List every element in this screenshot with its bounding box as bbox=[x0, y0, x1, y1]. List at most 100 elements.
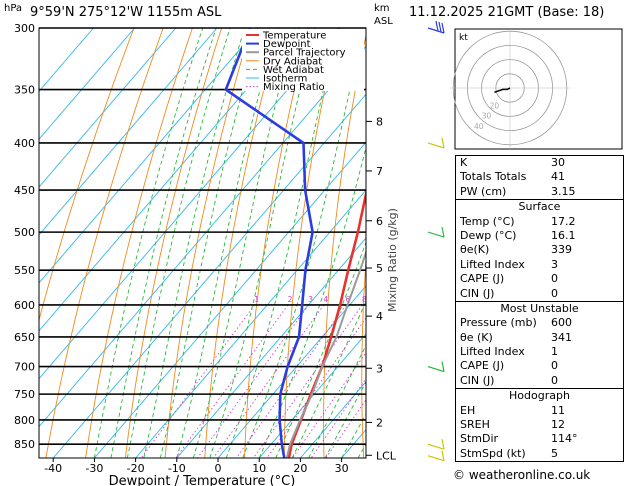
hodograph-heading: Hodograph bbox=[509, 389, 570, 403]
surface-label: Temp (°C) bbox=[460, 214, 515, 228]
indices-table: K 30 Totals Totals 41 PW (cm) 3.15 Surface Te… bbox=[455, 155, 624, 463]
legend-label: Wet Adiabat bbox=[263, 65, 324, 76]
mixing-ratio-label: 1 bbox=[254, 295, 259, 304]
mixing-ratio-label: 6 bbox=[346, 295, 351, 304]
height-tick-label: 2 bbox=[376, 416, 383, 429]
height-tick-label: LCL bbox=[376, 449, 397, 462]
isotherm-line bbox=[39, 28, 259, 284]
dry-adiabat-line bbox=[85, 28, 193, 458]
dry-adiabat-line bbox=[124, 28, 223, 458]
height-tick-label: 3 bbox=[376, 362, 383, 375]
hodograph-row: StmSpd (kt) 5 bbox=[456, 447, 623, 461]
temperature-tick-label: 20 bbox=[293, 462, 307, 475]
surface-row: CIN (J) 0 bbox=[456, 287, 623, 301]
pressure-tick-label: 650 bbox=[14, 331, 35, 344]
hodograph-value: 12 bbox=[551, 418, 565, 432]
most-unstable-heading: Most Unstable bbox=[500, 301, 579, 315]
mixing-ratio-line bbox=[310, 377, 366, 458]
mixing-ratio-line bbox=[197, 304, 309, 458]
dry-adiabat-line bbox=[204, 28, 281, 458]
hodograph-label: SREH bbox=[460, 418, 490, 432]
wet-adiabat-line bbox=[242, 28, 365, 458]
wet-adiabat-line bbox=[225, 28, 339, 458]
isotherm-line bbox=[39, 28, 177, 188]
pressure-tick-label: 600 bbox=[14, 299, 35, 312]
most-unstable-label: Lifted Index bbox=[460, 345, 525, 359]
hodograph-ring-label: 40 bbox=[474, 122, 484, 131]
wind-barb bbox=[427, 137, 445, 149]
height-unit-asl-label: ASL bbox=[374, 16, 393, 27]
legend-label: Temperature bbox=[262, 31, 326, 42]
temperature-tick-label: -10 bbox=[168, 462, 186, 475]
index-row: Totals Totals 41 bbox=[456, 170, 623, 184]
surface-value: 3 bbox=[551, 257, 558, 271]
legend-label: Dry Adiabat bbox=[263, 56, 322, 67]
most-unstable-value: 0 bbox=[551, 359, 558, 373]
mixing-ratio-line bbox=[212, 304, 325, 458]
hodograph-label: StmDir bbox=[460, 432, 499, 446]
height-tick-label: 7 bbox=[376, 165, 383, 178]
pressure-tick-label: 500 bbox=[14, 226, 35, 239]
wind-barb bbox=[427, 450, 445, 462]
dry-adiabat-line bbox=[435, 28, 456, 458]
most-unstable-value: 341 bbox=[551, 330, 572, 344]
isotherm-line bbox=[135, 189, 366, 458]
plot-frame bbox=[38, 27, 367, 459]
hodograph-value: 5 bbox=[551, 446, 558, 460]
parcel-trajectory-profile bbox=[285, 249, 366, 458]
wet-adiabat-line bbox=[308, 344, 366, 458]
mixing-ratio-line bbox=[236, 304, 347, 458]
hodograph-row: EH 11 bbox=[456, 404, 623, 418]
hodograph-value: 11 bbox=[551, 403, 565, 417]
dry-adiabat-line bbox=[45, 28, 164, 458]
mixing-ratio-line bbox=[325, 398, 366, 458]
pressure-tick-label: 700 bbox=[14, 361, 35, 374]
most-unstable-row: Lifted Index 1 bbox=[456, 345, 623, 359]
hodograph-ring-label: 20 bbox=[490, 101, 500, 110]
hodograph-trace bbox=[494, 87, 511, 94]
wet-adiabat-line bbox=[110, 28, 217, 458]
dry-adiabat-line bbox=[399, 28, 426, 458]
surface-value: 0 bbox=[551, 286, 558, 300]
index-label: PW (cm) bbox=[460, 184, 507, 198]
height-tick-label: 5 bbox=[376, 262, 383, 275]
mixing-ratio-label: 2 bbox=[288, 295, 293, 304]
hodograph-label: EH bbox=[460, 403, 476, 417]
isotherm-line bbox=[39, 28, 218, 236]
isotherm-line bbox=[217, 285, 366, 458]
surface-value: 16.1 bbox=[551, 228, 576, 242]
surface-heading: Surface bbox=[518, 200, 561, 214]
wet-adiabat-line bbox=[93, 28, 204, 458]
pressure-tick-label: 550 bbox=[14, 264, 35, 277]
dry-adiabat-line bbox=[244, 28, 310, 458]
wet-adiabat-line bbox=[324, 380, 366, 458]
surface-row: Temp (°C) 17.2 bbox=[456, 215, 623, 229]
wet-adiabat-line bbox=[126, 28, 231, 458]
most-unstable-label: CIN (J) bbox=[460, 373, 495, 387]
pressure-tick-label: 400 bbox=[14, 137, 35, 150]
temperature-tick-label: 30 bbox=[335, 462, 349, 475]
index-row: K 30 bbox=[456, 156, 623, 170]
surface-value: 0 bbox=[551, 272, 558, 286]
x-axis-label: Dewpoint / Temperature (°C) bbox=[109, 474, 296, 486]
isotherm-line bbox=[52, 93, 366, 458]
mixing-ratio-line bbox=[292, 351, 366, 458]
wind-barb bbox=[427, 20, 445, 34]
hodograph-row: SREH 12 bbox=[456, 418, 623, 432]
surface-row: Dewp (°C) 16.1 bbox=[456, 229, 623, 243]
isotherm-line bbox=[94, 141, 366, 458]
most-unstable-row: Pressure (mb) 600 bbox=[456, 316, 623, 330]
mixing-ratio-line bbox=[140, 304, 255, 458]
mixing-ratio-line bbox=[175, 304, 289, 458]
most-unstable-value: 600 bbox=[551, 316, 572, 330]
most-unstable-label: θe (K) bbox=[460, 330, 493, 344]
dry-adiabat-line bbox=[323, 33, 366, 458]
datetime-title: 11.12.2025 21GMT (Base: 18) bbox=[409, 5, 605, 20]
pressure-tick-label: 750 bbox=[14, 388, 35, 401]
wet-adiabat-line bbox=[291, 300, 366, 458]
wet-adiabat-line bbox=[143, 28, 246, 458]
hodograph-value: 114° bbox=[551, 432, 578, 446]
